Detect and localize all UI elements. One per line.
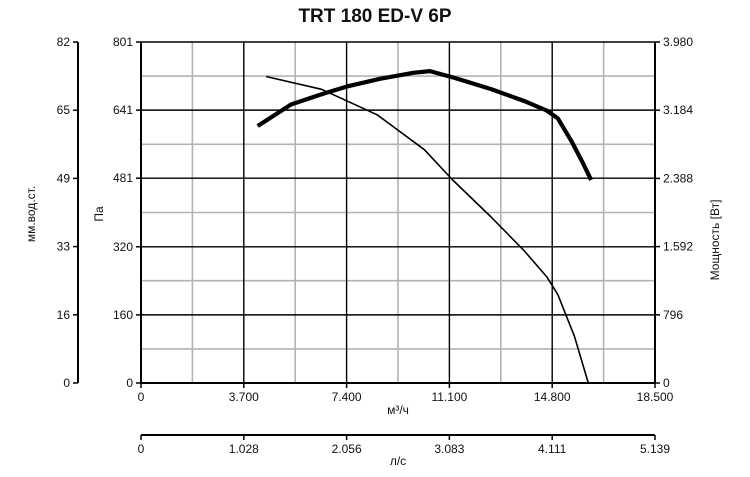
x-flow-tick-label: 7.400 [332, 390, 362, 404]
x-ls-tick-label: 5.139 [640, 442, 670, 456]
y-power-tick-label: 3.980 [663, 35, 693, 49]
x-ls-tick-label: 2.056 [332, 442, 362, 456]
x-flow-tick-label: 3.700 [229, 390, 259, 404]
y-mm-tick-label: 49 [57, 171, 71, 185]
x-ls-tick-label: 0 [138, 442, 145, 456]
y-pressure-tick-label: 160 [113, 308, 133, 322]
series [256, 69, 593, 384]
x-flow-tick-label: 14.800 [534, 390, 571, 404]
x-ls-tick-label: 3.083 [434, 442, 464, 456]
y-power-tick-label: 1.592 [663, 240, 693, 254]
y-mm-tick-label: 82 [57, 35, 71, 49]
x-flow-tick-label: 11.100 [431, 390, 467, 404]
y-axis-pressure-unit: Па [92, 206, 106, 222]
chart-title: TRT 180 ED-V 6P [298, 6, 451, 27]
y-axis-mm-unit: мм.вод.ст. [24, 186, 38, 242]
y-pressure-tick-label: 320 [113, 240, 133, 254]
y-mm-tick-label: 65 [57, 103, 71, 117]
grid [140, 41, 656, 384]
y-pressure-tick-label: 801 [113, 35, 133, 49]
y-mm-tick-label: 0 [63, 376, 70, 390]
y-power-tick-label: 0 [663, 376, 670, 390]
y-pressure-tick-label: 481 [113, 171, 133, 185]
x-axis-ls-unit: л/с [390, 454, 406, 468]
x-flow-tick-label: 0 [138, 390, 145, 404]
y-power-tick-label: 796 [663, 308, 683, 322]
pressure-curve [265, 75, 590, 384]
y-mm-tick-label: 16 [57, 308, 71, 322]
x-axis-flow-unit: м³/ч [387, 403, 409, 417]
x-ls-tick-label: 1.028 [229, 442, 259, 456]
x-ls-tick-label: 4.111 [538, 442, 567, 456]
x-flow-tick-label: 18.500 [637, 390, 674, 404]
y-power-tick-label: 2.388 [663, 171, 693, 185]
y-pressure-tick-label: 641 [113, 103, 133, 117]
y-axis-power-unit: Мощность [Вт] [708, 200, 722, 281]
y-pressure-tick-label: 0 [126, 376, 133, 390]
power-curve [256, 69, 593, 181]
y-mm-tick-label: 33 [57, 240, 71, 254]
y-power-tick-label: 3.184 [663, 103, 693, 117]
